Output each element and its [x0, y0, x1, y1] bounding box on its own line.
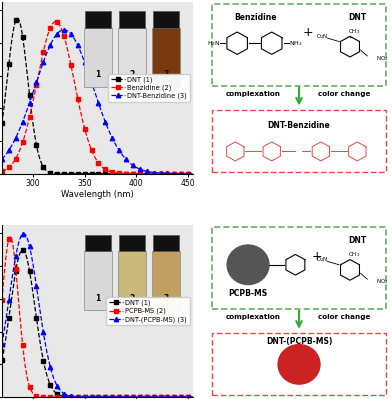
PCPB-MS (2) [92, 395, 96, 399]
Text: DNT-Benzidine: DNT-Benzidine [268, 121, 330, 130]
Text: DNT-(PCPB-MS): DNT-(PCPB-MS) [266, 337, 332, 346]
Text: DNT: DNT [348, 236, 367, 245]
Text: O$_2$N: O$_2$N [316, 255, 329, 264]
Benzidine (2) [103, 167, 108, 172]
Circle shape [227, 245, 269, 284]
Line: DNT-(PCPB-MS) (3): DNT-(PCPB-MS) (3) [0, 231, 195, 399]
DNT (1) [187, 395, 191, 399]
Legend: DNT (1), Benzidine (2), DNT-Benzidine (3): DNT (1), Benzidine (2), DNT-Benzidine (3… [108, 74, 190, 102]
DNT-Benzidine (3) [114, 143, 118, 148]
PCPB-MS (2) [114, 395, 118, 399]
PCPB-MS (2) [8, 234, 13, 239]
DNT-(PCPB-MS) (3) [157, 395, 162, 399]
Text: CH$_3$: CH$_3$ [348, 27, 360, 36]
PCPB-MS (2) [187, 395, 191, 399]
DNT (1) [20, 247, 25, 252]
DNT-Benzidine (3) [157, 171, 162, 176]
Text: NO$_2$: NO$_2$ [376, 277, 389, 286]
PCPB-MS (2) [191, 395, 196, 399]
Line: DNT-Benzidine (3): DNT-Benzidine (3) [0, 28, 195, 176]
DNT (1) [103, 171, 108, 176]
DNT-(PCPB-MS) (3) [22, 231, 26, 236]
DNT (1) [191, 171, 196, 176]
FancyBboxPatch shape [212, 334, 387, 395]
Benzidine (2) [114, 170, 118, 175]
Benzidine (2) [187, 171, 191, 176]
DNT (1) [114, 171, 118, 176]
DNT-Benzidine (3) [0, 157, 4, 162]
DNT-Benzidine (3) [91, 85, 96, 89]
Benzidine (2) [191, 171, 196, 176]
DNT (1) [157, 171, 162, 176]
Text: NO$_2$: NO$_2$ [376, 54, 389, 63]
Text: color change: color change [318, 314, 371, 320]
Text: Benzidine: Benzidine [234, 13, 277, 22]
Text: O$_2$N: O$_2$N [316, 32, 329, 41]
DNT-Benzidine (3) [62, 28, 66, 32]
DNT-(PCPB-MS) (3) [91, 395, 96, 399]
DNT (1) [91, 171, 96, 176]
FancyBboxPatch shape [212, 4, 387, 86]
DNT-(PCPB-MS) (3) [92, 395, 96, 399]
DNT-(PCPB-MS) (3) [114, 395, 118, 399]
Benzidine (2) [157, 171, 162, 176]
FancyBboxPatch shape [212, 227, 387, 309]
DNT-(PCPB-MS) (3) [191, 395, 196, 399]
Line: DNT (1): DNT (1) [0, 247, 195, 399]
DNT-Benzidine (3) [187, 171, 191, 176]
PCPB-MS (2) [157, 395, 162, 399]
FancyBboxPatch shape [212, 110, 387, 172]
Text: H$_2$N: H$_2$N [207, 39, 220, 47]
Benzidine (2) [91, 151, 96, 156]
Text: CH$_3$: CH$_3$ [348, 250, 360, 259]
Line: Benzidine (2): Benzidine (2) [0, 20, 195, 176]
DNT (1) [0, 358, 4, 363]
X-axis label: Wavelength (nm): Wavelength (nm) [61, 190, 134, 200]
DNT (1) [0, 121, 4, 126]
Text: NH$_2$: NH$_2$ [289, 39, 302, 47]
Text: complexation: complexation [226, 314, 281, 320]
DNT-(PCPB-MS) (3) [187, 395, 191, 399]
DNT-Benzidine (3) [92, 88, 96, 93]
PCPB-MS (2) [91, 395, 96, 399]
DNT (1) [114, 395, 118, 399]
DNT (1) [191, 395, 196, 399]
DNT (1) [157, 395, 162, 399]
Benzidine (2) [92, 154, 96, 158]
Text: +: + [312, 250, 323, 263]
Line: PCPB-MS (2): PCPB-MS (2) [0, 235, 195, 399]
Text: color change: color change [318, 91, 371, 97]
PCPB-MS (2) [0, 297, 4, 302]
Text: DNT: DNT [348, 13, 367, 22]
DNT (1) [92, 171, 96, 176]
PCPB-MS (2) [103, 395, 108, 399]
Benzidine (2) [53, 19, 58, 24]
Benzidine (2) [0, 169, 4, 174]
DNT (1) [92, 395, 96, 399]
DNT-(PCPB-MS) (3) [103, 395, 108, 399]
DNT-(PCPB-MS) (3) [0, 342, 4, 346]
Text: +: + [303, 26, 314, 40]
DNT (1) [103, 395, 108, 399]
Line: DNT (1): DNT (1) [0, 16, 195, 176]
DNT-Benzidine (3) [191, 171, 196, 176]
Text: PCPB-MS: PCPB-MS [229, 289, 268, 298]
Legend: DNT (1), PCPB-MS (2), DNT-(PCPB-MS) (3): DNT (1), PCPB-MS (2), DNT-(PCPB-MS) (3) [106, 297, 190, 325]
DNT-Benzidine (3) [103, 121, 108, 126]
DNT (1) [91, 395, 96, 399]
DNT (1) [187, 171, 191, 176]
Circle shape [278, 345, 320, 384]
DNT (1) [15, 16, 20, 21]
Text: complexation: complexation [226, 91, 281, 97]
